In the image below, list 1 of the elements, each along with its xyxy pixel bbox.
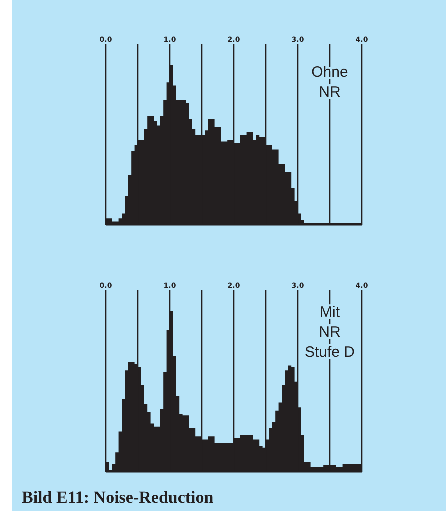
text: Bild E11: Noise-Reduction (22, 488, 214, 507)
